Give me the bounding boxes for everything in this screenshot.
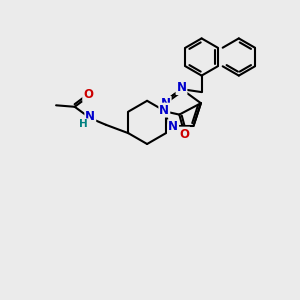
Text: N: N bbox=[85, 110, 95, 124]
Text: N: N bbox=[176, 81, 187, 94]
Text: H: H bbox=[79, 119, 88, 129]
Text: O: O bbox=[179, 128, 189, 141]
Text: N: N bbox=[168, 120, 178, 133]
Text: N: N bbox=[161, 97, 171, 110]
Text: N: N bbox=[159, 103, 169, 117]
Text: O: O bbox=[83, 88, 93, 101]
